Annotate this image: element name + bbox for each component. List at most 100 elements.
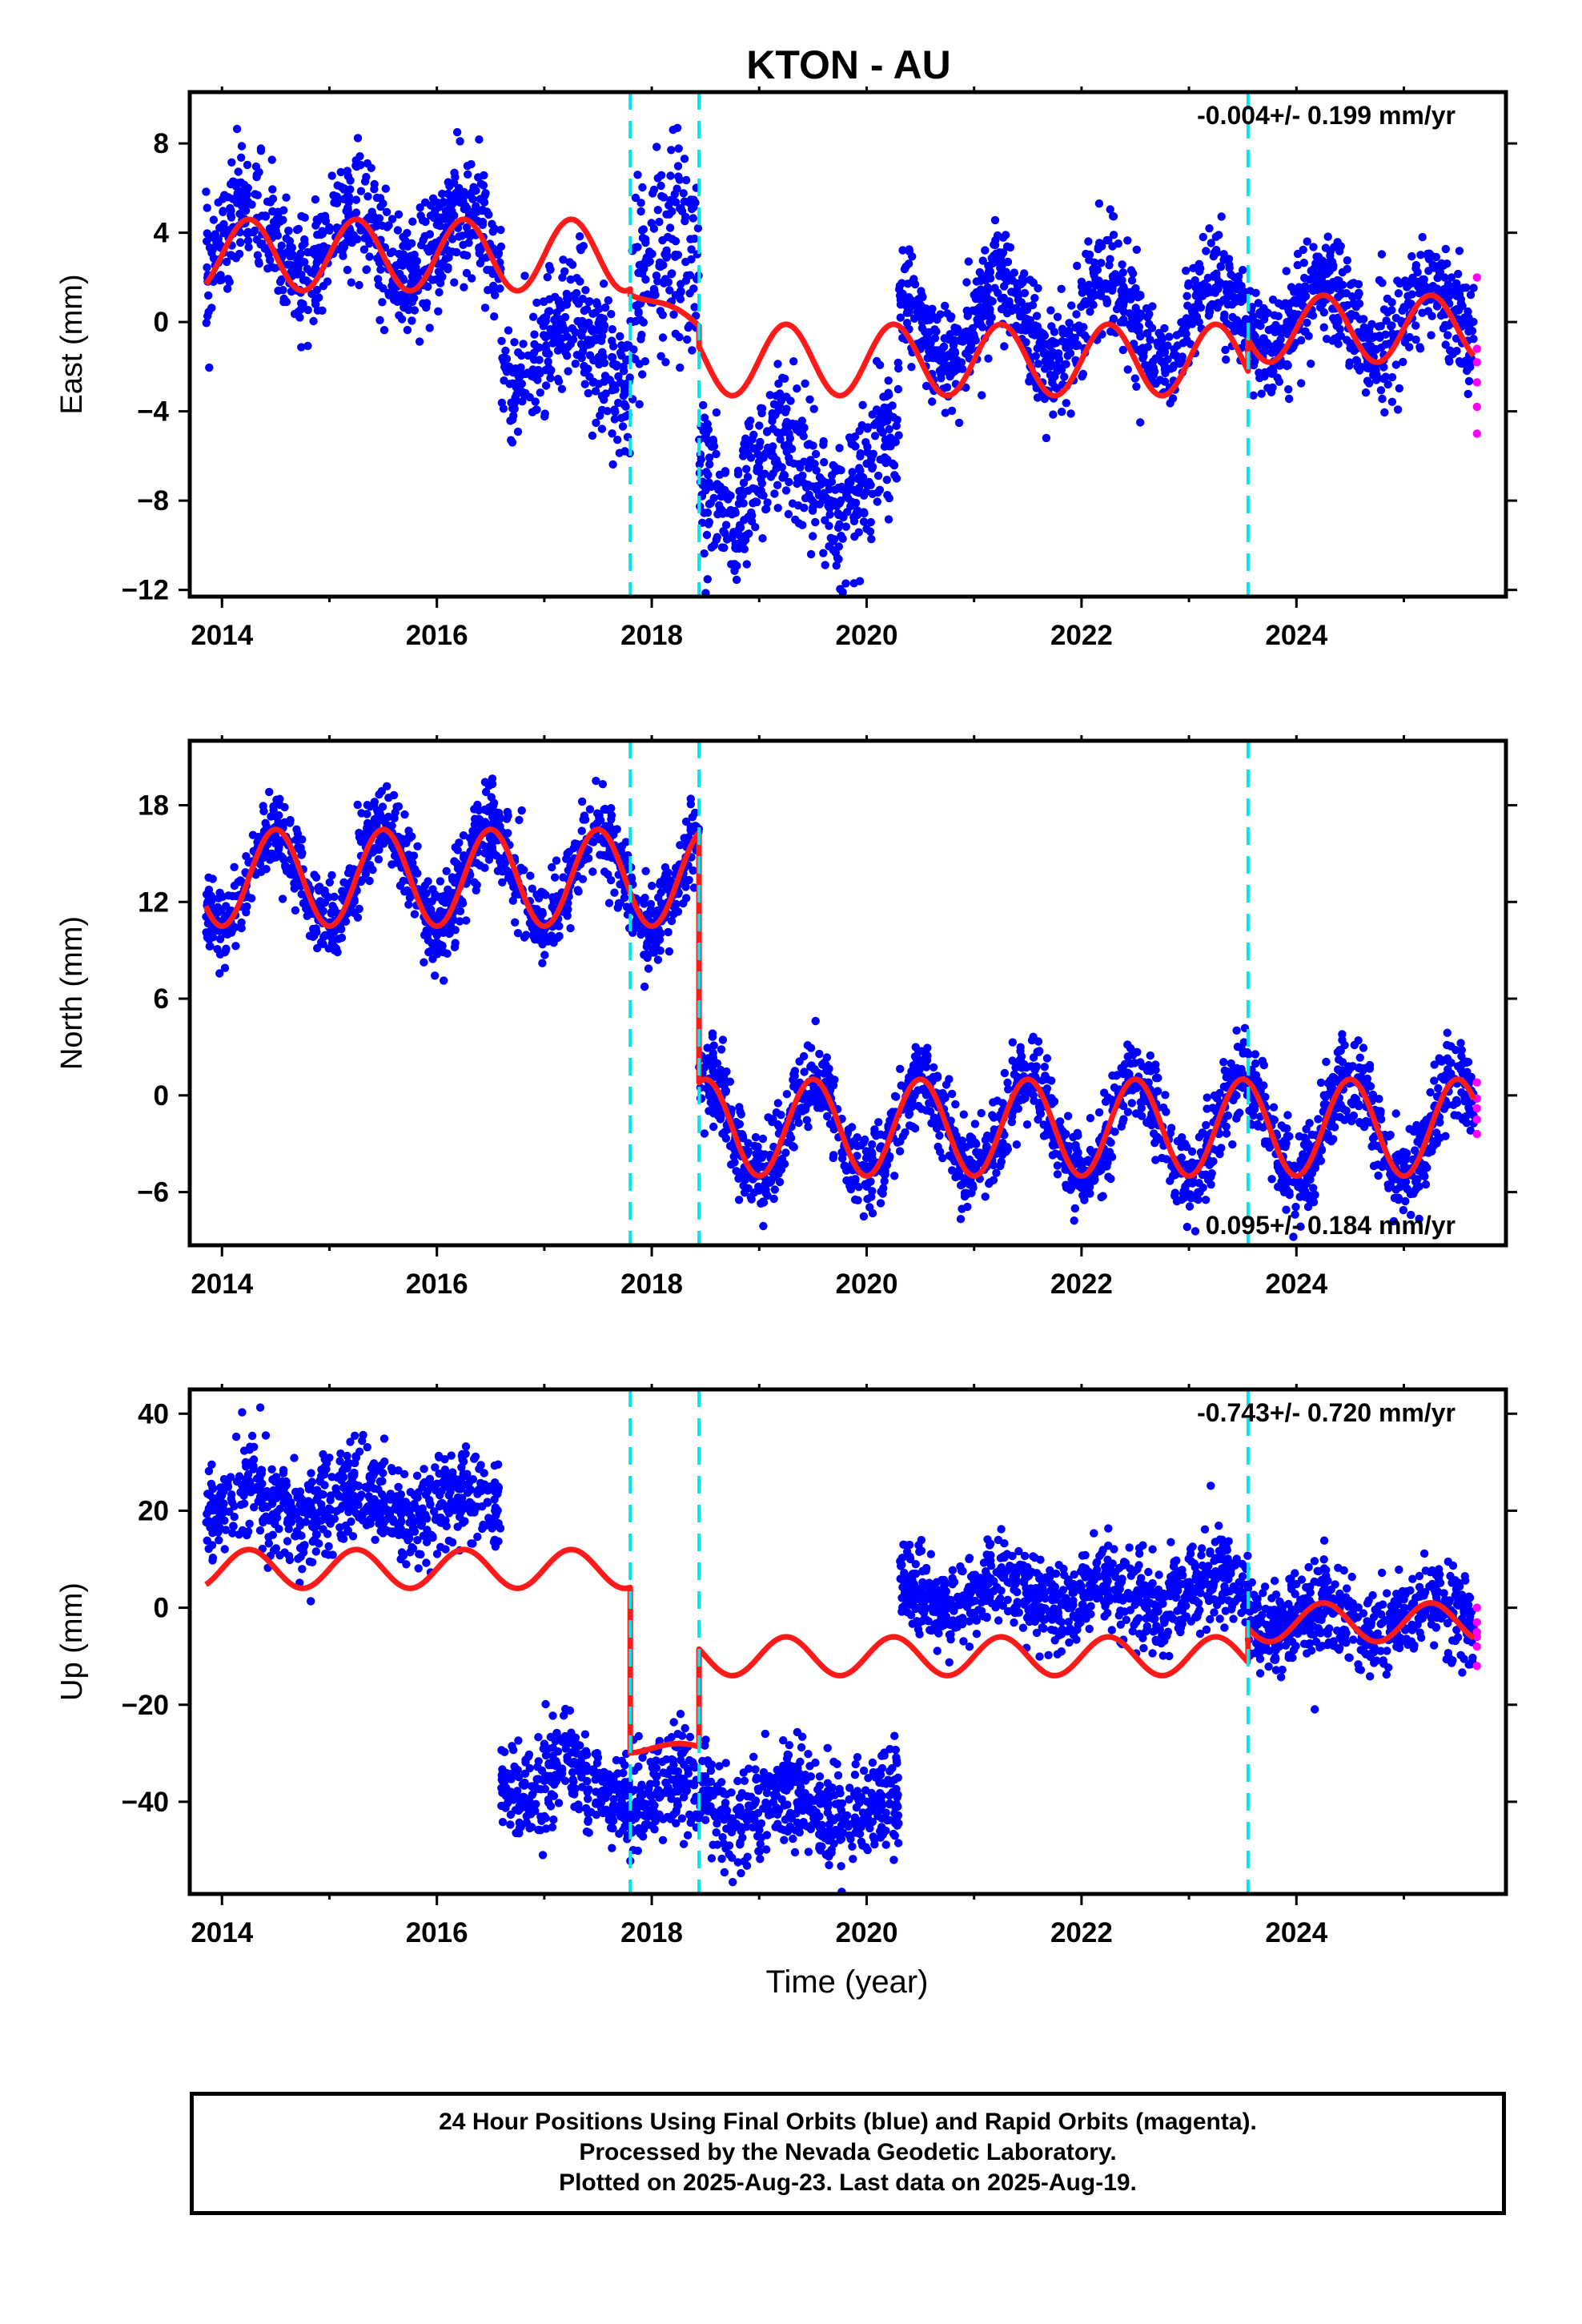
data-point	[671, 198, 681, 207]
data-point	[398, 261, 407, 270]
data-point	[403, 325, 412, 335]
data-point	[705, 460, 714, 468]
data-point	[1349, 300, 1358, 308]
data-point	[275, 800, 284, 810]
data-point	[1118, 260, 1126, 269]
data-point	[1359, 323, 1369, 332]
data-point	[1239, 266, 1247, 275]
data-point	[404, 900, 413, 909]
data-point	[215, 275, 224, 285]
data-point	[780, 441, 789, 450]
data-point	[371, 222, 381, 231]
data-point	[365, 876, 374, 886]
data-point	[552, 856, 561, 865]
data-point	[394, 210, 404, 219]
data-point	[266, 255, 275, 265]
data-point	[203, 263, 211, 272]
data-point	[805, 490, 813, 499]
data-point	[604, 296, 612, 305]
data-point	[646, 899, 656, 909]
data-point	[1077, 277, 1086, 286]
x-tick-label: 2016	[406, 620, 468, 651]
data-point	[1151, 380, 1160, 388]
data-point	[1191, 283, 1200, 292]
data-point	[841, 522, 851, 531]
rapid-point	[1472, 273, 1482, 282]
data-point	[1423, 251, 1431, 259]
data-point	[941, 301, 950, 311]
data-point	[1447, 273, 1456, 282]
data-point	[1241, 315, 1251, 324]
data-point	[1134, 314, 1143, 323]
data-point	[1013, 279, 1022, 288]
data-point	[1058, 336, 1067, 346]
data-point	[625, 373, 634, 382]
data-point	[1046, 306, 1055, 315]
data-point	[425, 324, 434, 332]
data-point	[1220, 310, 1229, 319]
data-point	[800, 457, 809, 466]
data-point	[520, 933, 529, 942]
data-point	[1441, 340, 1450, 349]
data-point	[222, 902, 231, 911]
data-point	[779, 470, 789, 479]
data-point	[1437, 259, 1446, 268]
data-point	[215, 969, 224, 978]
data-point	[617, 341, 626, 350]
data-point	[460, 251, 468, 259]
data-point	[215, 935, 225, 943]
data-point	[339, 195, 348, 203]
data-point	[935, 1131, 944, 1140]
data-point	[1284, 394, 1294, 404]
data-point	[712, 408, 721, 417]
data-point	[214, 198, 223, 207]
data-point	[791, 515, 800, 525]
data-point	[1067, 301, 1076, 310]
data-point	[1053, 312, 1062, 321]
data-point	[450, 191, 459, 199]
data-point	[631, 193, 640, 203]
data-point	[1335, 247, 1344, 255]
data-point	[279, 286, 287, 295]
data-point	[1327, 259, 1336, 268]
data-point	[291, 835, 300, 844]
data-point	[1455, 247, 1464, 255]
data-point	[576, 246, 585, 255]
data-point	[876, 424, 885, 434]
data-point	[1126, 287, 1134, 297]
data-point	[974, 320, 982, 328]
data-point	[730, 566, 739, 575]
data-point	[483, 265, 492, 275]
data-point	[1350, 346, 1359, 356]
data-point	[984, 354, 993, 363]
data-point	[1221, 345, 1230, 355]
data-point	[1427, 331, 1435, 340]
data-point	[1091, 291, 1100, 300]
data-point	[637, 226, 647, 235]
data-point	[236, 238, 245, 247]
data-point	[789, 357, 798, 366]
data-point	[1376, 322, 1386, 331]
data-point	[504, 326, 513, 335]
data-point	[497, 856, 506, 865]
data-point	[1057, 363, 1066, 372]
data-point	[1393, 405, 1403, 414]
data-point	[1316, 1078, 1326, 1088]
data-point	[809, 503, 817, 512]
data-point	[285, 236, 295, 246]
data-point	[930, 325, 939, 334]
data-point	[578, 348, 588, 356]
data-point	[765, 391, 774, 400]
data-point	[415, 337, 424, 346]
data-point	[859, 517, 869, 526]
data-point	[577, 797, 587, 806]
data-point	[450, 875, 459, 885]
data-point	[1356, 362, 1366, 372]
data-point	[809, 482, 817, 491]
data-point	[1129, 340, 1138, 348]
data-point	[652, 271, 661, 280]
data-point	[648, 882, 656, 891]
data-point	[532, 298, 541, 308]
data-point	[1034, 360, 1043, 368]
data-point	[1094, 199, 1104, 208]
